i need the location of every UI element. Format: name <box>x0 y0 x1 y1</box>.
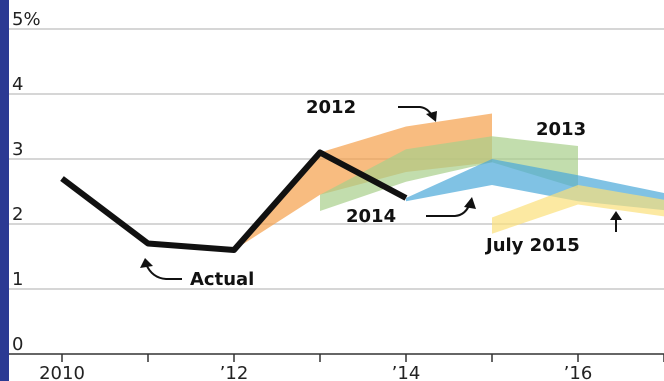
annotation-actual-label: Actual <box>190 269 254 290</box>
annotation-2013-label: 2013 <box>536 119 586 140</box>
band-july-2015 <box>492 185 664 234</box>
annotation-2012: 2012 <box>306 97 437 122</box>
x-tick-label-2016: ’16 <box>564 363 593 381</box>
x-tick-labels: 2010 ’12 ’14 ’16 <box>39 363 592 381</box>
y-tick-labels: 0 1 2 3 4 5% <box>12 9 41 355</box>
y-tick-label-0: 0 <box>12 334 23 355</box>
y-tick-label-3: 3 <box>12 139 23 160</box>
left-accent-bar <box>0 0 9 381</box>
annotation-2013: 2013 <box>536 119 586 140</box>
annotation-actual: Actual <box>140 258 254 290</box>
annotation-actual-arrowhead <box>140 258 153 268</box>
annotation-2012-arrowhead <box>426 111 437 122</box>
annotation-july-2015-arrowhead <box>610 211 622 220</box>
actual-line-group <box>60 149 408 253</box>
annotation-july-2015-label: July 2015 <box>484 235 580 256</box>
x-tick-label-2010: 2010 <box>39 363 85 381</box>
annotation-2012-label: 2012 <box>306 97 356 118</box>
annotation-2014-arrowhead <box>464 197 476 209</box>
annotation-july-2015: July 2015 <box>484 211 622 256</box>
band-2013 <box>320 136 578 211</box>
x-axis <box>9 353 664 362</box>
forecast-bands <box>234 113 664 250</box>
x-tick-label-2012: ’12 <box>220 363 249 381</box>
y-tick-label-2: 2 <box>12 204 23 225</box>
annotation-actual-arrow <box>145 263 182 280</box>
y-tick-label-5: 5% <box>12 9 41 30</box>
y-tick-label-1: 1 <box>12 269 23 290</box>
annotation-2014-arrow <box>426 202 471 217</box>
y-tick-label-4: 4 <box>12 74 23 95</box>
annotation-2014-label: 2014 <box>346 206 396 227</box>
x-tick-label-2014: ’14 <box>392 363 421 381</box>
annotation-2014: 2014 <box>346 197 476 227</box>
